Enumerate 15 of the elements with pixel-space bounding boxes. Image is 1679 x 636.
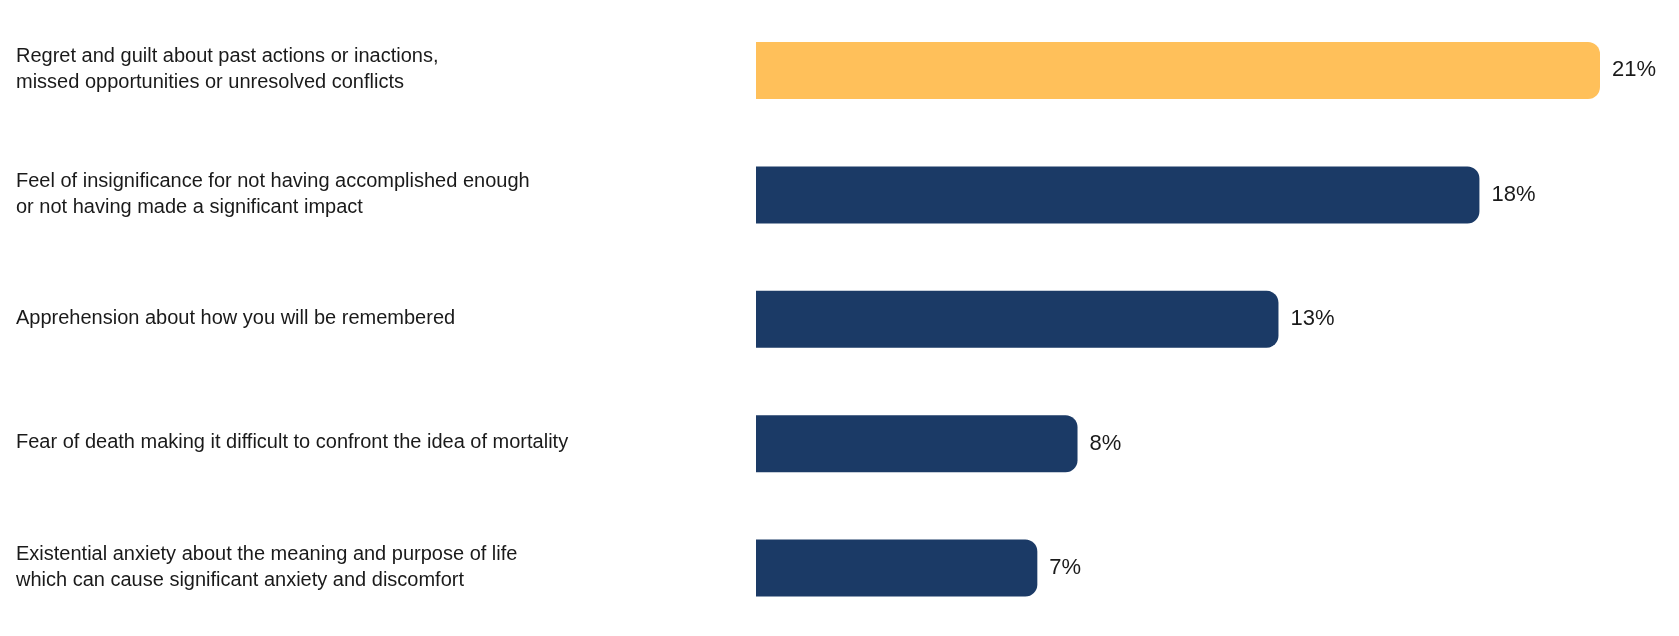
y-tick-label: Apprehension about how you will be remembered bbox=[16, 306, 456, 329]
bar bbox=[756, 415, 1078, 473]
bar bbox=[756, 290, 1279, 348]
bar bbox=[756, 539, 1038, 597]
data-label: 8% bbox=[1089, 429, 1122, 455]
y-tick-label: Fear of death making it difficult to confront the idea of mortality bbox=[16, 430, 569, 453]
y-tick-label: Feel of insignificance for not having accomplished enough or not having made a significant impact bbox=[16, 168, 530, 217]
bar bbox=[756, 42, 1600, 99]
data-label: 13% bbox=[1290, 305, 1335, 331]
data-label: 7% bbox=[1049, 553, 1082, 579]
y-tick-label: Existential anxiety about the meaning and purpose of life which can cause significant anxiety and discomfort bbox=[15, 542, 518, 591]
data-label: 21% bbox=[1612, 56, 1657, 82]
data-label: 18% bbox=[1491, 180, 1536, 206]
y-tick-label: Regret and guilt about past actions or inactions, missed opportunities or unresolved conflicts bbox=[16, 44, 439, 93]
bar bbox=[756, 166, 1480, 224]
